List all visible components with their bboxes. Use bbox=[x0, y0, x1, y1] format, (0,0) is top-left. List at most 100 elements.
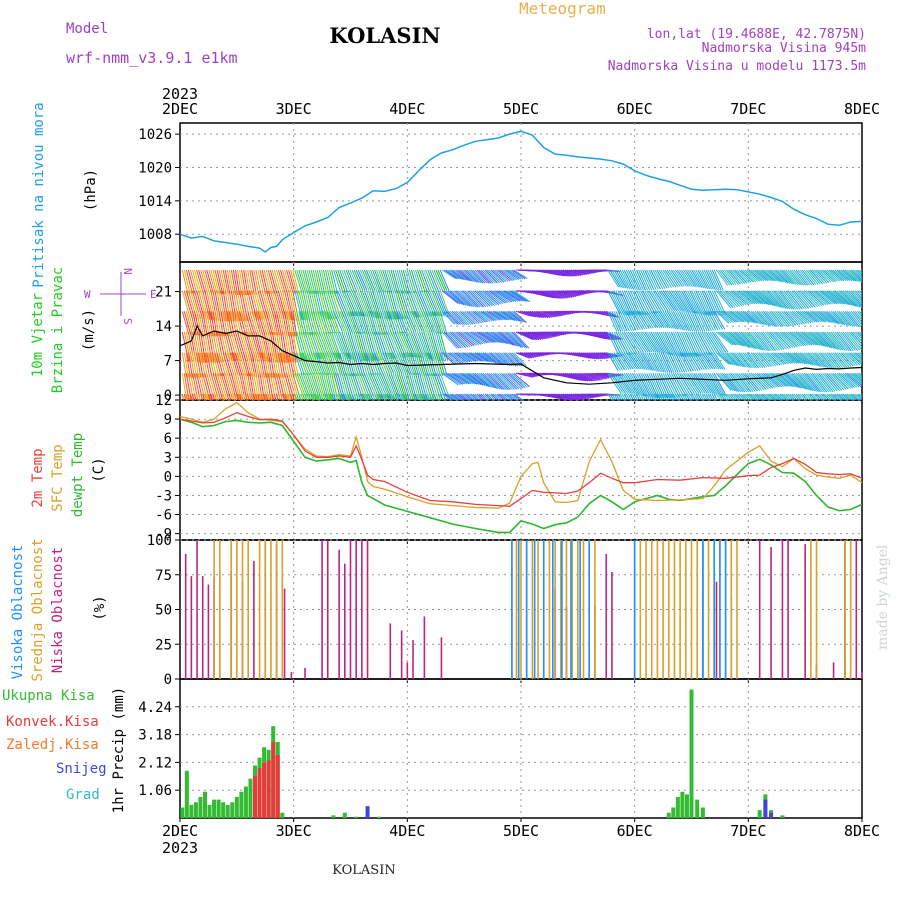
wind-barb bbox=[619, 393, 624, 400]
wind-barb bbox=[351, 290, 364, 317]
wind-barb bbox=[797, 372, 814, 392]
wind-barb bbox=[380, 331, 391, 360]
wind-barb bbox=[848, 290, 862, 307]
wind-barb bbox=[701, 373, 716, 395]
wind-barb bbox=[392, 269, 400, 294]
wind-barb bbox=[771, 269, 785, 283]
wind-barb bbox=[376, 393, 380, 400]
wind-barb bbox=[448, 269, 462, 280]
wind-barb bbox=[816, 393, 823, 400]
precip-bar bbox=[230, 802, 235, 818]
wind-barb bbox=[269, 352, 275, 378]
wind-barb bbox=[709, 290, 722, 316]
wind-barb bbox=[740, 290, 758, 305]
wind-barb bbox=[767, 352, 781, 366]
wind-barb bbox=[503, 310, 518, 322]
wind-barb bbox=[296, 311, 303, 336]
wind-barb bbox=[668, 373, 682, 397]
wind-barb bbox=[271, 393, 275, 400]
wind-barb bbox=[224, 393, 227, 400]
wind-barb bbox=[282, 373, 290, 400]
wind-barb bbox=[652, 373, 665, 399]
wind-barb bbox=[631, 352, 644, 370]
wind-barb bbox=[681, 352, 692, 372]
wind-barb bbox=[181, 352, 187, 378]
wind-barb bbox=[609, 373, 624, 394]
panel-frame bbox=[179, 122, 863, 263]
wind-barb bbox=[320, 290, 330, 320]
wind-barb bbox=[513, 393, 524, 400]
wind-barb bbox=[629, 352, 642, 370]
wind-barb bbox=[615, 290, 628, 316]
wind-barb bbox=[650, 311, 663, 328]
wind-barb bbox=[370, 311, 378, 335]
wind-barb bbox=[756, 352, 770, 368]
wind-barb bbox=[235, 393, 238, 400]
wind-barb bbox=[325, 331, 336, 359]
wind-barb bbox=[261, 311, 269, 335]
wind-barb bbox=[650, 269, 661, 290]
wind-barb bbox=[838, 310, 852, 327]
y-tick-label: 6 bbox=[164, 431, 172, 447]
wind-barb bbox=[484, 393, 492, 400]
wind-barb bbox=[423, 290, 435, 317]
wind-barb bbox=[554, 290, 573, 298]
wind-barb bbox=[742, 290, 760, 305]
wind-barb bbox=[666, 373, 680, 398]
wind-barb bbox=[538, 310, 553, 318]
wind-barb bbox=[408, 311, 419, 333]
wind-barb bbox=[441, 290, 459, 304]
wind-barb bbox=[672, 352, 683, 373]
wind-barb bbox=[638, 373, 651, 398]
wind-barb bbox=[374, 373, 386, 399]
wind-barb bbox=[832, 393, 841, 400]
wind-barb bbox=[797, 269, 811, 286]
y-tick-label: 3.18 bbox=[138, 728, 172, 744]
wind-barb bbox=[534, 331, 552, 339]
wind-barb bbox=[617, 331, 631, 355]
wind-barb bbox=[540, 310, 555, 318]
wind-barb bbox=[497, 269, 511, 282]
wind-barb bbox=[791, 372, 808, 390]
wind-barb bbox=[818, 352, 831, 369]
wind-barb bbox=[636, 290, 649, 315]
wind-barb bbox=[668, 331, 682, 357]
wind-barb bbox=[247, 269, 253, 295]
wind-barb bbox=[660, 352, 671, 374]
wind-barb bbox=[738, 290, 756, 305]
wind-barb bbox=[190, 352, 195, 378]
wind-barb bbox=[593, 352, 608, 359]
wind-barb bbox=[789, 290, 805, 310]
wind-barb bbox=[185, 373, 192, 400]
wind-barb bbox=[711, 352, 724, 370]
wind-barb bbox=[312, 331, 324, 359]
wind-barb bbox=[646, 352, 658, 372]
wind-barb bbox=[750, 290, 768, 305]
wind-barb bbox=[783, 393, 790, 400]
wind-barb bbox=[263, 311, 271, 335]
wind-barb bbox=[372, 373, 384, 399]
wind-barb bbox=[857, 269, 862, 276]
wind-barb bbox=[271, 352, 277, 378]
wind-barb bbox=[261, 393, 264, 400]
wind-barb bbox=[388, 311, 397, 334]
wind-barb bbox=[337, 373, 346, 400]
wind-barb bbox=[249, 373, 255, 400]
wind-barb bbox=[447, 310, 461, 325]
wind-barb bbox=[611, 311, 622, 332]
wind-barb bbox=[466, 290, 483, 308]
wind-barb bbox=[828, 393, 837, 400]
wind-barb bbox=[668, 290, 684, 312]
wind-barb bbox=[828, 372, 845, 391]
wind-barb bbox=[196, 269, 204, 294]
wind-barb bbox=[562, 393, 577, 400]
wind-barb bbox=[609, 352, 621, 371]
wind-barb bbox=[838, 331, 854, 352]
wind-barb bbox=[448, 393, 459, 400]
wind-barb bbox=[824, 352, 837, 369]
wind-barb bbox=[644, 269, 655, 291]
wind-barb bbox=[668, 311, 680, 330]
wind-barb bbox=[312, 352, 322, 375]
wind-barb bbox=[679, 290, 693, 313]
wind-barb bbox=[812, 331, 829, 348]
